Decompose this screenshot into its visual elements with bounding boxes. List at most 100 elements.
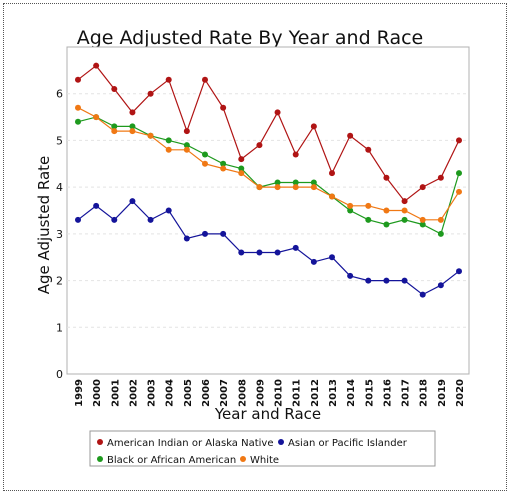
data-point [437,216,444,223]
data-point [165,146,172,153]
data-point [75,216,81,223]
x-tick-label: 2018 [419,379,430,407]
x-tick-label: 2016 [382,379,393,407]
data-point [238,165,245,172]
y-tick-label: 4 [56,181,63,194]
y-axis-label: Age Adjusted Rate [35,156,53,295]
data-point [147,132,154,139]
x-tick-label: 1999 [74,379,85,407]
legend-label: American Indian or Alaska Native [107,438,274,449]
data-point [93,202,100,209]
data-point [456,188,462,195]
x-tick-label: 2009 [255,379,266,407]
data-point [383,221,390,228]
data-point [93,114,100,121]
legend-marker [240,456,246,462]
data-point [165,137,172,144]
legend-label: White [250,455,279,466]
data-point [202,160,208,167]
data-point [329,170,335,177]
data-point [202,76,208,83]
data-point [419,216,426,223]
data-point [365,146,372,153]
data-point [329,193,335,200]
data-point [437,174,444,181]
legend-marker [97,456,103,462]
data-point [456,170,462,177]
data-point [347,207,354,214]
legend-marker [97,439,103,445]
data-point [310,179,317,186]
x-tick-label: 2019 [437,379,448,407]
data-point [383,277,390,284]
data-point [401,207,408,214]
x-tick-label: 2011 [292,379,303,407]
x-tick-label: 2014 [346,379,357,407]
x-tick-label: 2020 [455,379,466,407]
chart-title: Age Adjusted Rate By Year and Race [77,27,424,49]
legend-items: American Indian or Alaska Native Asian or… [97,438,408,466]
y-tick-label: 3 [56,228,63,241]
x-tick-label: 2003 [147,379,158,407]
data-point [256,249,263,256]
data-point [437,230,444,237]
data-point [310,184,317,191]
x-tick-label: 2012 [310,379,321,407]
data-point [129,123,136,130]
data-point [310,123,317,130]
data-point [129,128,136,135]
data-point [93,62,100,69]
data-point [419,291,426,298]
data-point [256,184,263,191]
data-point [238,170,245,177]
data-point [347,272,354,279]
data-point [310,258,317,265]
data-point [365,277,372,284]
x-axis-ticks: 1999 2000 2001 2002 2003 2004 2005 2006 2007 2008… [74,379,466,407]
y-tick-label: 5 [56,134,63,147]
y-tick-label: 1 [56,321,63,334]
data-point [383,174,390,181]
x-tick-label: 2010 [274,379,285,407]
data-point [147,216,154,223]
data-point [365,202,372,209]
data-point [419,221,426,228]
data-point [129,109,136,116]
data-point [165,76,172,83]
data-point [220,165,227,172]
data-point [329,254,335,261]
x-tick-label: 2013 [328,379,339,407]
data-point [75,76,81,83]
series-line [77,116,460,235]
y-tick-label: 0 [56,368,63,381]
data-point [147,90,154,97]
data-point [456,137,462,144]
data-point [111,128,118,135]
data-point [183,128,190,135]
series-line [77,200,460,296]
data-point [401,216,408,223]
x-tick-label: 2002 [128,379,139,407]
series-layer [75,62,462,298]
x-axis-label: Year and Race [214,405,321,423]
data-point [274,109,281,116]
data-point [111,86,118,93]
chart-frame [3,3,507,491]
data-point [111,216,118,223]
y-tick-label: 6 [56,88,63,101]
series-1 [75,198,462,298]
series-line [77,64,460,203]
x-tick-label: 2001 [110,379,121,407]
x-tick-label: 2007 [219,379,230,407]
data-point [347,202,354,209]
data-point [165,207,172,214]
y-axis-ticks: 0 1 2 3 4 5 6 [56,88,63,381]
data-point [202,151,208,158]
x-tick-label: 2004 [165,379,176,407]
series-3 [75,104,462,223]
legend-label: Asian or Pacific Islander [288,438,408,449]
data-point [274,249,281,256]
data-point [220,160,227,167]
data-point [75,104,81,111]
